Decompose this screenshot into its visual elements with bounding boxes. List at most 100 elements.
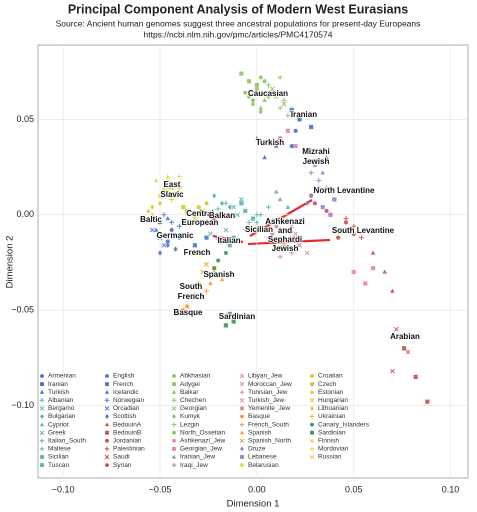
- legend-marker: [40, 463, 44, 467]
- legend-label: French: [113, 381, 134, 388]
- point: [181, 308, 186, 313]
- legend-label: Orcadian: [113, 405, 140, 412]
- point: [390, 288, 395, 293]
- legend-marker: [172, 438, 176, 443]
- point: [254, 135, 260, 141]
- legend-label: Hungarian: [318, 397, 348, 404]
- point: [405, 349, 411, 355]
- point: [165, 185, 171, 191]
- point: [246, 219, 252, 225]
- point: [227, 204, 232, 210]
- chart-title: Principal Component Analysis of Modern W…: [68, 2, 408, 16]
- point: [254, 86, 259, 91]
- point: [150, 204, 155, 210]
- legend-marker: [171, 406, 177, 411]
- legend-label: Italian_South: [48, 438, 86, 445]
- point: [177, 235, 182, 240]
- point: [165, 239, 170, 244]
- point: [289, 250, 295, 256]
- point: [277, 254, 283, 260]
- legend-marker: [239, 389, 245, 395]
- legend-marker: [309, 438, 315, 443]
- point: [200, 212, 205, 217]
- annotation: Basque: [174, 308, 203, 317]
- legend: ArmenianIranianTurkishAlbanianBergamoBul…: [39, 373, 370, 469]
- annotation: Baltic: [140, 215, 162, 224]
- point: [161, 189, 167, 194]
- legend-label: Turkish_Jew: [248, 397, 285, 404]
- plot-frame: [37, 44, 469, 479]
- point: [211, 212, 217, 218]
- annotation-line: [249, 199, 313, 237]
- point: [370, 266, 376, 271]
- annotation: Sardinian: [219, 312, 256, 321]
- point: [320, 205, 325, 210]
- legend-label: Canary_Islanders: [318, 421, 370, 428]
- point: [207, 231, 213, 237]
- annotation: Sephardi: [268, 235, 302, 244]
- point: [215, 235, 221, 241]
- point: [413, 374, 418, 380]
- point: [192, 216, 198, 222]
- x-tick-label: 0.00: [248, 484, 266, 494]
- legend-label: Jordanian: [113, 438, 142, 445]
- y-tick-label: −0.05: [11, 305, 34, 315]
- point: [161, 185, 167, 190]
- legend-label: BedouinA: [113, 421, 142, 428]
- point: [239, 201, 244, 206]
- point: [219, 200, 225, 207]
- legend-label: Icelandic: [113, 389, 139, 396]
- point: [332, 197, 337, 202]
- legend-marker: [104, 446, 110, 452]
- point: [208, 280, 213, 286]
- point: [169, 181, 175, 187]
- point: [196, 280, 202, 286]
- legend-label: Libyan_Jew: [248, 373, 283, 380]
- legend-label: Russian: [318, 454, 342, 461]
- legend-marker: [240, 446, 244, 452]
- point: [204, 235, 209, 240]
- point: [363, 281, 368, 286]
- legend-marker: [104, 398, 110, 403]
- legend-label: Palestinian: [113, 446, 145, 453]
- legend-marker: [104, 389, 110, 394]
- legend-marker: [239, 438, 245, 444]
- point: [243, 90, 248, 95]
- legend-marker: [39, 446, 45, 452]
- annotation: French: [184, 248, 211, 257]
- legend-marker: [105, 438, 109, 443]
- point: [281, 97, 287, 103]
- point: [293, 128, 298, 133]
- legend-marker: [105, 382, 109, 386]
- annotation: Jewish: [303, 157, 330, 166]
- legend-label: Cypriot: [48, 421, 69, 428]
- legend-label: North_Ossetian: [180, 429, 226, 436]
- point: [258, 109, 263, 115]
- point: [270, 90, 275, 95]
- point: [165, 177, 171, 183]
- point: [262, 227, 267, 233]
- point: [231, 235, 236, 240]
- legend-marker: [39, 422, 45, 427]
- point: [219, 239, 225, 244]
- point: [146, 215, 151, 222]
- point: [200, 250, 205, 256]
- point: [169, 227, 174, 233]
- legend-marker: [239, 398, 245, 403]
- point: [285, 227, 291, 233]
- legend-label: Armenian: [48, 373, 76, 380]
- annotation: Balkan: [209, 211, 235, 220]
- legend-label: Georgian: [180, 405, 207, 412]
- point: [312, 162, 318, 167]
- legend-label: Abkhasian: [180, 373, 211, 380]
- legend-marker: [171, 422, 177, 427]
- legend-marker: [172, 414, 176, 419]
- point: [324, 208, 329, 214]
- point: [289, 235, 295, 241]
- point: [289, 143, 294, 149]
- legend-label: Balkar: [180, 389, 199, 396]
- annotation: Caucasian: [248, 89, 288, 98]
- point: [192, 292, 198, 298]
- point: [169, 196, 175, 203]
